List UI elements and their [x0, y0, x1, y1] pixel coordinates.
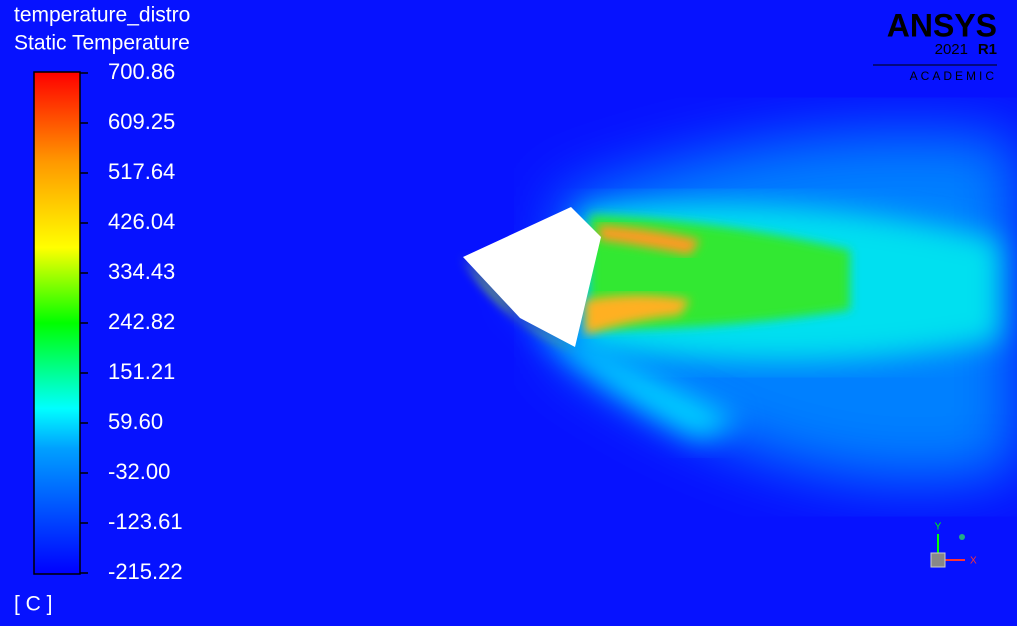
legend-label: 609.25 [108, 109, 175, 134]
legend-label: 59.60 [108, 409, 163, 434]
legend-ticks: 700.86 609.25 517.64 426.04 334.43 242.82 151.… [80, 59, 183, 584]
variable: Static Temperature [14, 32, 190, 55]
title: temperature_distro [14, 4, 190, 27]
legend-label: 700.86 [108, 59, 175, 84]
logo-edition: ACADEMIC [910, 69, 997, 83]
legend-label: 517.64 [108, 159, 175, 184]
legend-label: 334.43 [108, 259, 175, 284]
legend-label: -215.22 [108, 559, 183, 584]
legend-label: -32.00 [108, 459, 170, 484]
legend-label: 242.82 [108, 309, 175, 334]
color-bar [33, 71, 81, 575]
triad-y: Y [935, 522, 942, 533]
legend-label: -123.61 [108, 509, 183, 534]
logo-brand: ANSYS [887, 7, 997, 43]
triad-x: X [970, 556, 977, 567]
axis-triad: Y X [930, 522, 977, 568]
unit: [ C ] [14, 593, 53, 616]
logo-version: 2021 [935, 41, 968, 58]
logo-release: R1 [978, 41, 997, 58]
legend-label: 151.21 [108, 359, 175, 384]
plume [463, 132, 1017, 482]
legend-label: 426.04 [108, 209, 175, 234]
